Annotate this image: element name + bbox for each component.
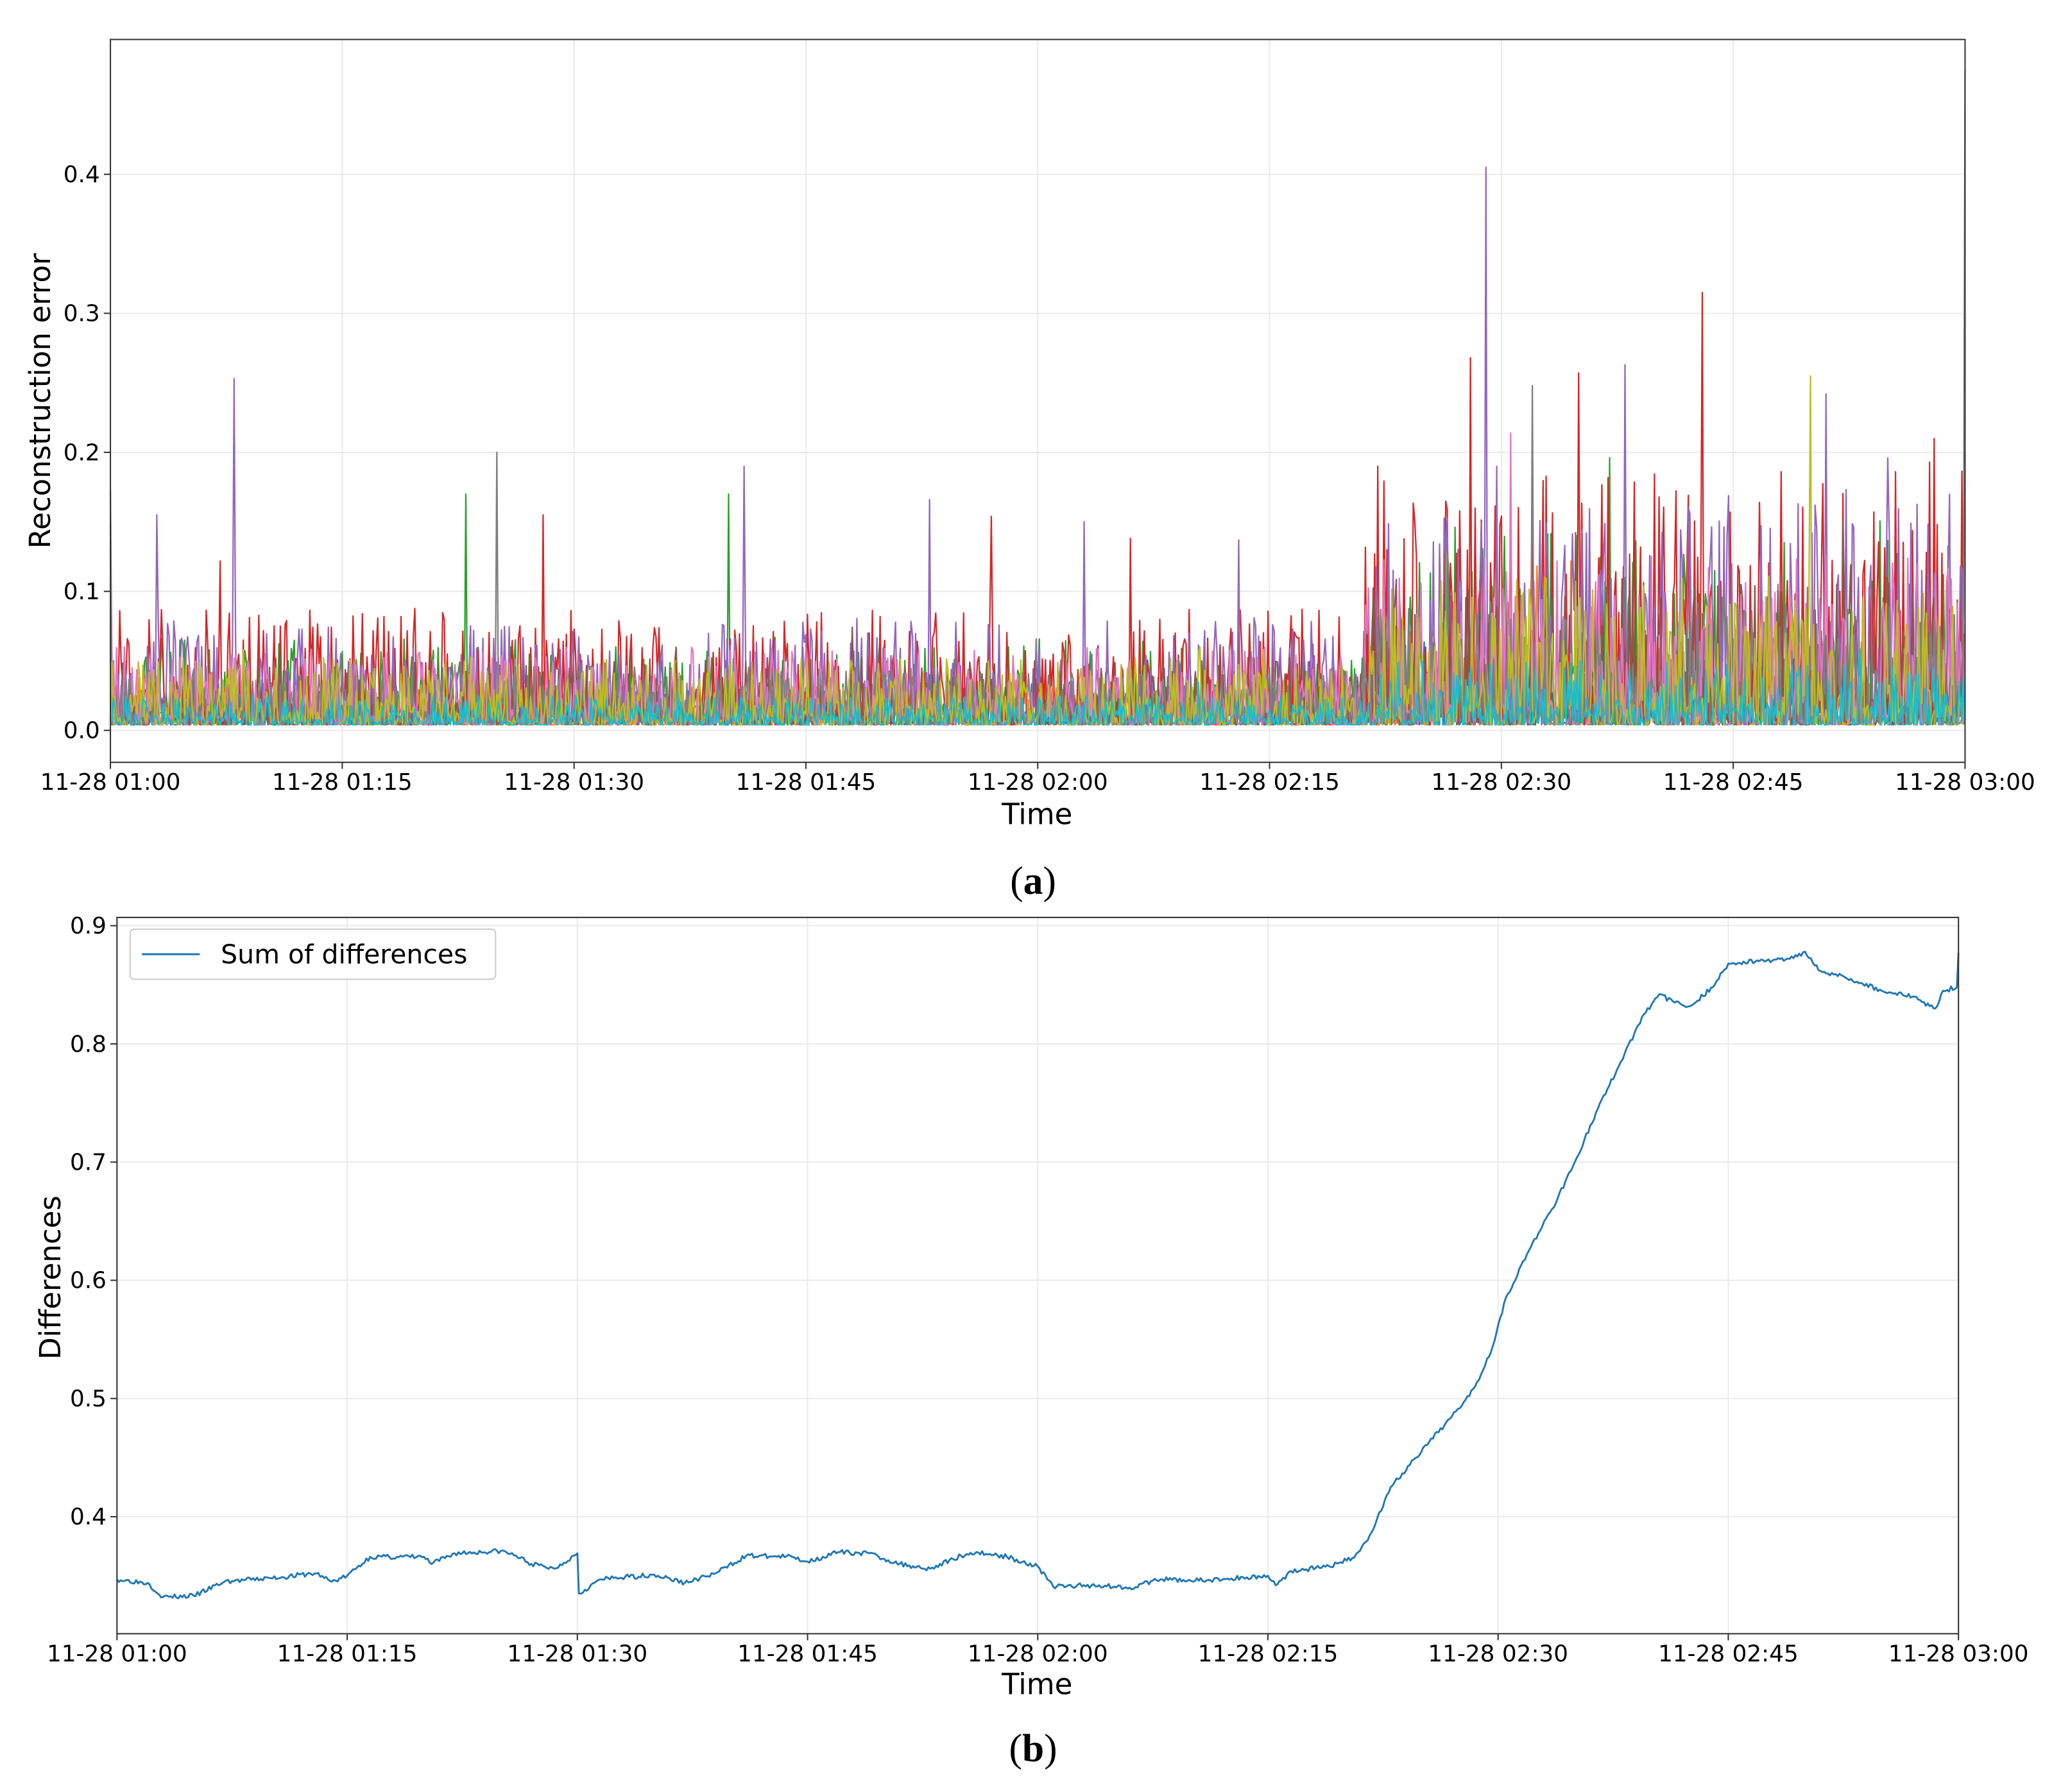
y-tick-label: 0.6 xyxy=(70,1268,107,1294)
sum-of-differences-line xyxy=(116,950,1960,1600)
legend-label: Sum of differences xyxy=(221,939,467,970)
chart-b-legend: Sum of differences xyxy=(129,928,497,980)
x-tick-label: 11-28 03:00 xyxy=(1895,769,2035,796)
x-tick-label: 11-28 01:00 xyxy=(47,1641,187,1667)
chart-b-panel-letter: b xyxy=(1022,1727,1044,1770)
chart-a: 11-28 01:00 11-28 01:15 11-28 01:30 11-28 0… xyxy=(23,38,2035,903)
y-tick-label: 0.7 xyxy=(70,1150,107,1176)
chart-b-series xyxy=(116,950,1960,1600)
chart-a-grid xyxy=(110,39,1966,763)
y-tick-label: 0.0 xyxy=(64,718,100,744)
x-tick-label: 11-28 02:00 xyxy=(968,769,1108,796)
chart-a-y-ticks: 0.0 0.1 0.2 0.3 0.4 xyxy=(64,162,111,744)
x-tick-label: 11-28 02:15 xyxy=(1198,1641,1338,1667)
chart-a-y-label: Reconstruction error xyxy=(23,253,57,549)
x-tick-label: 11-28 02:45 xyxy=(1658,1641,1799,1667)
x-tick-label: 11-28 01:45 xyxy=(737,1641,878,1667)
chart-b-grid xyxy=(116,917,1960,1634)
chart-a-x-ticks: 11-28 01:00 11-28 01:15 11-28 01:30 11-28 0… xyxy=(40,762,2035,796)
chart-b-y-ticks: 0.4 0.5 0.6 0.7 0.8 0.9 xyxy=(70,913,117,1530)
x-tick-label: 11-28 01:15 xyxy=(277,1641,418,1667)
x-tick-label: 11-28 02:15 xyxy=(1199,769,1340,796)
chart-a-x-label: Time xyxy=(1001,797,1072,831)
chart-b-y-label: Differences xyxy=(33,1195,67,1360)
reconstruction-error-series-9 xyxy=(110,648,1966,726)
x-tick-label: 11-28 02:30 xyxy=(1428,1641,1568,1667)
y-tick-label: 0.4 xyxy=(64,162,100,188)
chart-a-panel-letter: a xyxy=(1023,859,1043,903)
x-tick-label: 11-28 02:00 xyxy=(968,1641,1108,1667)
chart-a-series xyxy=(109,70,1966,726)
x-tick-label: 11-28 01:45 xyxy=(736,769,877,796)
y-tick-label: 0.2 xyxy=(64,439,100,466)
x-tick-label: 11-28 01:00 xyxy=(40,769,181,796)
x-tick-label: 11-28 02:45 xyxy=(1663,769,1804,796)
x-tick-label: 11-28 01:30 xyxy=(504,769,644,796)
y-tick-label: 0.8 xyxy=(70,1031,107,1057)
x-tick-label: 11-28 03:00 xyxy=(1888,1641,2029,1667)
chart-a-panel-label: (a) xyxy=(1010,859,1056,903)
legend-box xyxy=(129,928,497,980)
chart-b-x-label: Time xyxy=(1001,1668,1072,1702)
y-tick-label: 0.9 xyxy=(70,913,107,939)
x-tick-label: 11-28 02:30 xyxy=(1431,769,1571,796)
x-tick-label: 11-28 01:15 xyxy=(272,769,413,796)
y-tick-label: 0.3 xyxy=(64,301,100,327)
y-tick-label: 0.1 xyxy=(64,579,100,605)
y-tick-label: 0.4 xyxy=(70,1504,107,1530)
chart-b: 11-28 01:00 11-28 01:15 11-28 01:30 11-28 0… xyxy=(33,913,2028,1770)
chart-b-panel-label: (b) xyxy=(1009,1727,1057,1770)
y-tick-label: 0.5 xyxy=(70,1386,107,1412)
x-tick-label: 11-28 01:30 xyxy=(507,1641,647,1667)
chart-b-x-ticks: 11-28 01:00 11-28 01:15 11-28 01:30 11-28 0… xyxy=(47,1634,2029,1667)
